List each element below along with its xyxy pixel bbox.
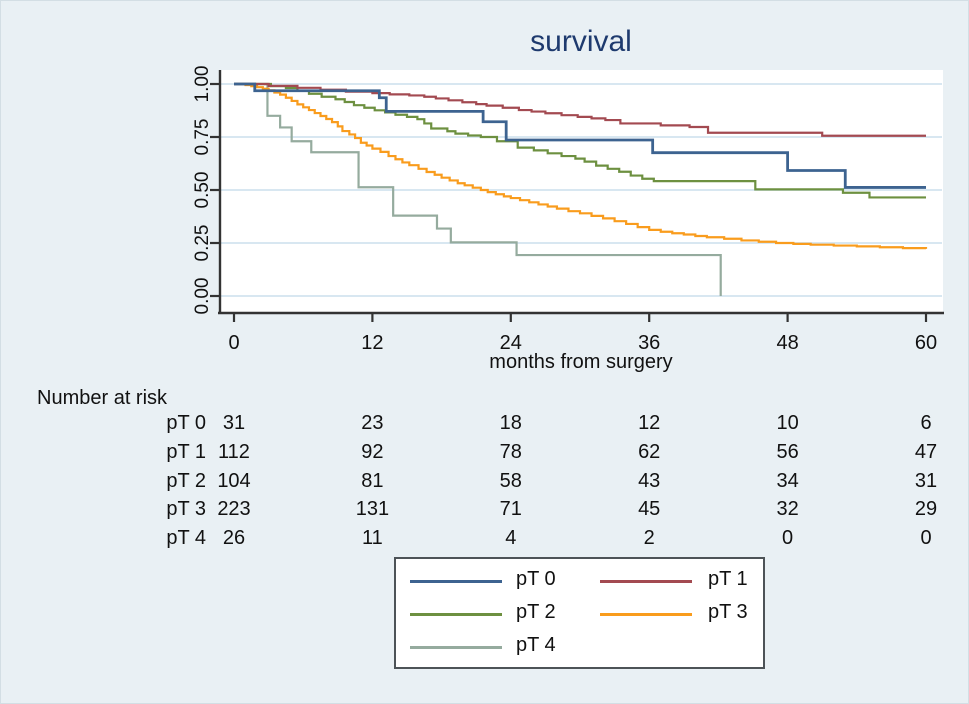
legend-label-pt0: pT 0 (516, 568, 556, 590)
legend-label-pt3: pT 3 (708, 601, 748, 623)
risk-count: 131 (355, 498, 390, 521)
plot-area (219, 70, 943, 313)
risk-count: 0 (920, 527, 932, 550)
curve-pt3 (234, 82, 928, 250)
risk-count: 56 (776, 440, 799, 463)
risk-count: 0 (782, 527, 794, 550)
risk-count: 34 (776, 469, 799, 492)
risk-count: 18 (499, 412, 522, 434)
risk-count: 2 (643, 527, 655, 550)
legend-label-pt2: pT 2 (516, 601, 556, 623)
risk-count: 23 (361, 412, 384, 434)
y-tick-label: 0.50 (192, 172, 213, 209)
risk-count: 43 (638, 469, 661, 492)
risk-count: 11 (362, 527, 383, 550)
legend-swatch-pt1 (600, 580, 692, 583)
risk-count: 223 (217, 498, 251, 521)
risk-count: 58 (499, 469, 522, 492)
legend: pT 0 pT 1 pT 2 pT 3 pT 4 (394, 557, 765, 669)
risk-count: 71 (499, 498, 522, 521)
legend-swatch-pt4 (410, 646, 502, 649)
legend-swatch-pt2 (410, 613, 502, 616)
legend-label-pt4: pT 4 (516, 634, 556, 656)
risk-count: 81 (361, 469, 384, 492)
x-tick-label: 36 (638, 332, 660, 354)
risk-row-label-pt0: pT 0 (166, 412, 206, 434)
y-tick-label: 0.25 (192, 225, 213, 262)
risk-count: 32 (776, 498, 799, 521)
risk-count: 92 (361, 440, 384, 463)
risk-count: 62 (638, 440, 661, 463)
x-tick-label: 60 (915, 332, 937, 354)
km-plot-svg: 0.00 0.25 0.50 0.75 1.00 0 12 24 36 48 60 (192, 66, 944, 354)
curve-pt4 (234, 82, 722, 296)
risk-count: 29 (914, 498, 938, 521)
x-axis-title: months from surgery (489, 351, 673, 373)
risk-count: 112 (218, 440, 250, 463)
risk-row-label-pt1: pT 1 (166, 440, 206, 463)
risk-count: 10 (776, 412, 799, 434)
legend-label-pt1: pT 1 (708, 568, 748, 590)
risk-count: 6 (920, 412, 932, 434)
risk-count: 31 (222, 412, 246, 434)
risk-count: 104 (217, 469, 251, 492)
risk-count: 31 (914, 469, 938, 492)
risk-count: 12 (638, 412, 661, 434)
curve-pt2 (234, 82, 926, 199)
x-tick-label: 24 (500, 332, 522, 354)
risk-count: 47 (914, 440, 938, 463)
x-tick-label: 0 (228, 332, 239, 354)
number-at-risk-header: Number at risk (37, 387, 168, 409)
risk-row-label-pt4: pT 4 (166, 527, 206, 550)
legend-swatch-pt3 (600, 613, 692, 616)
risk-count: 45 (638, 498, 661, 521)
chart-title: survival (530, 25, 632, 58)
y-tick-label: 0.00 (192, 278, 213, 315)
y-tick-label: 1.00 (192, 66, 213, 103)
y-tick-label: 0.75 (192, 119, 213, 156)
risk-row-label-pt3: pT 3 (166, 498, 206, 521)
x-tick-label: 48 (776, 332, 798, 354)
risk-count: 4 (505, 527, 517, 550)
x-tick-label: 12 (361, 332, 383, 354)
curve-pt0 (234, 82, 926, 189)
risk-count: 78 (499, 440, 522, 463)
legend-swatch-pt0 (410, 580, 502, 583)
risk-row-label-pt2: pT 2 (166, 469, 206, 492)
risk-count: 26 (222, 527, 246, 550)
